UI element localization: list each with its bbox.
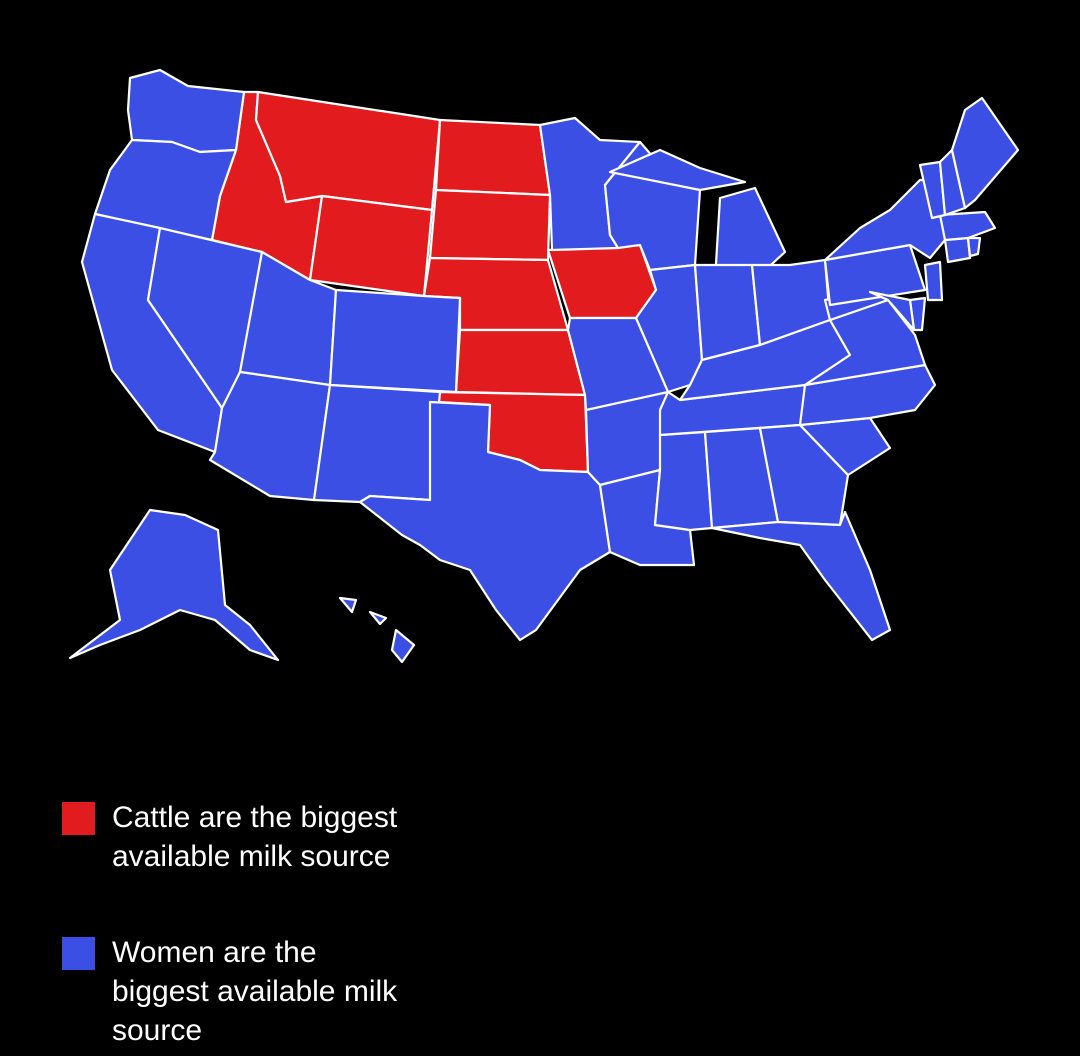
state-mt	[254, 90, 442, 212]
legend-label-women: Women are the biggest available milk sou…	[112, 936, 398, 1047]
state-ct	[943, 236, 972, 264]
state-ks	[454, 328, 587, 397]
state-md	[868, 290, 916, 332]
state-ga	[758, 423, 850, 527]
state-nm	[312, 383, 442, 504]
state-ma	[938, 210, 997, 242]
state-hi	[338, 596, 416, 664]
state-sd	[428, 188, 552, 262]
state-wy	[308, 194, 434, 298]
state-nj	[923, 260, 944, 302]
us-states-map	[68, 68, 1020, 664]
state-ak	[68, 508, 280, 662]
state-fl	[710, 510, 892, 642]
legend-swatch-cattle	[62, 802, 95, 835]
state-nd	[434, 118, 552, 197]
state-co	[328, 288, 462, 394]
legend-label-cattle: Cattle are the biggest available milk so…	[112, 801, 398, 873]
state-in	[693, 263, 762, 362]
state-me	[950, 96, 1020, 210]
legend-swatch-women	[62, 937, 95, 970]
state-ri	[966, 236, 982, 258]
state-ia	[546, 243, 658, 320]
states-layer	[68, 68, 1020, 664]
state-or	[93, 138, 238, 242]
state-tx	[358, 400, 612, 642]
state-ms	[653, 430, 714, 532]
